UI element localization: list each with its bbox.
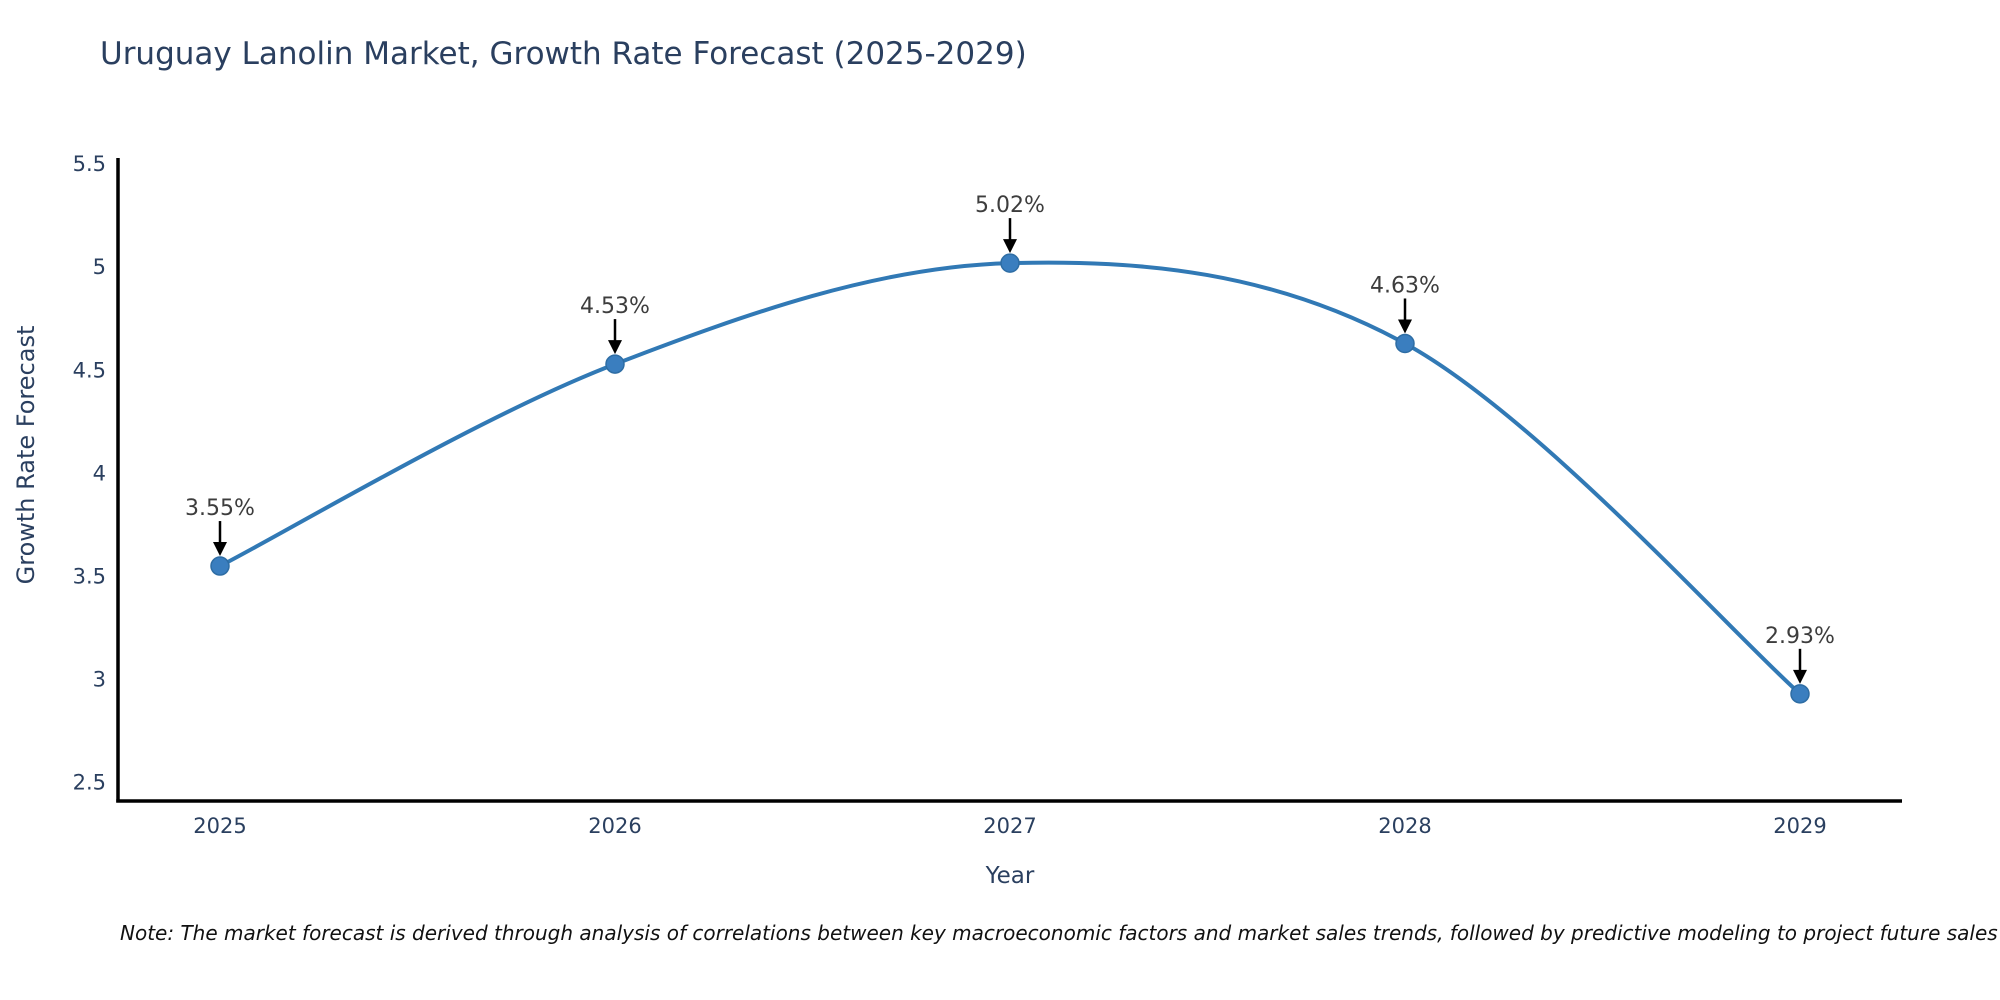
y-tick-label: 4.5 bbox=[73, 358, 106, 382]
y-tick-label: 3 bbox=[93, 667, 106, 691]
data-point-marker bbox=[605, 354, 625, 374]
x-tick-label: 2028 bbox=[1378, 814, 1431, 838]
trend-line bbox=[218, 260, 1802, 696]
annotation-arrowhead-icon bbox=[1793, 669, 1807, 684]
data-point-label: 2.93% bbox=[1765, 624, 1835, 649]
data-point-marker bbox=[210, 556, 230, 576]
data-point-label: 3.55% bbox=[185, 496, 255, 521]
data-point-label: 4.63% bbox=[1370, 273, 1440, 298]
y-tick-label: 5.5 bbox=[73, 152, 106, 176]
footnote: Note: The market forecast is derived thr… bbox=[120, 921, 1998, 945]
x-tick-label: 2026 bbox=[588, 814, 641, 838]
y-tick-label: 3.5 bbox=[73, 564, 106, 588]
x-tick-label: 2027 bbox=[983, 814, 1036, 838]
annotation-arrowhead-icon bbox=[213, 542, 227, 557]
data-point-label: 5.02% bbox=[975, 193, 1045, 218]
annotation-arrowhead-icon bbox=[1003, 239, 1017, 254]
y-tick-label: 4 bbox=[93, 461, 106, 485]
y-tick-label: 5 bbox=[93, 255, 106, 279]
annotation-arrowhead-icon bbox=[1398, 319, 1412, 334]
data-point-marker bbox=[1790, 684, 1810, 704]
data-point-label: 4.53% bbox=[580, 294, 650, 319]
annotation-arrowhead-icon bbox=[608, 340, 622, 355]
x-tick-label: 2025 bbox=[193, 814, 246, 838]
x-axis-title: Year bbox=[985, 863, 1035, 889]
data-point-marker bbox=[1000, 253, 1020, 273]
x-tick-label: 2029 bbox=[1773, 814, 1826, 838]
data-point-marker bbox=[1395, 333, 1415, 354]
y-tick-label: 2.5 bbox=[73, 770, 106, 794]
chart-title: Uruguay Lanolin Market, Growth Rate Fore… bbox=[100, 36, 1027, 72]
